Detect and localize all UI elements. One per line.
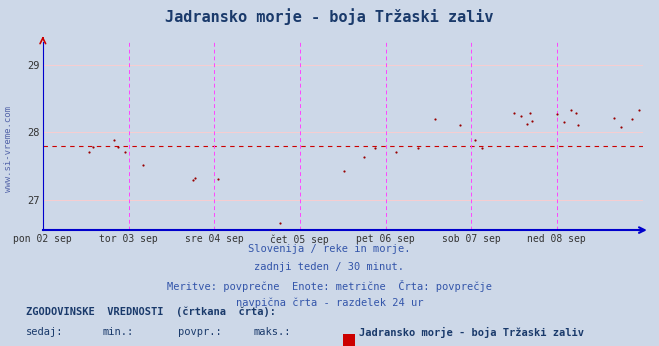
Text: sedaj:: sedaj:: [26, 327, 64, 337]
Text: min.:: min.:: [102, 327, 133, 337]
Point: [339, 169, 350, 174]
Text: Meritve: povprečne  Enote: metrične  Črta: povprečje: Meritve: povprečne Enote: metrične Črta:…: [167, 280, 492, 292]
Point: [84, 149, 94, 155]
Point: [264, 228, 275, 234]
Point: [566, 108, 577, 113]
Text: Jadransko morje - boja Tržaski zaliv: Jadransko morje - boja Tržaski zaliv: [165, 9, 494, 26]
Point: [571, 110, 582, 116]
Point: [521, 121, 532, 127]
Point: [516, 113, 527, 118]
Point: [469, 137, 480, 143]
Point: [430, 116, 441, 122]
Point: [188, 177, 198, 183]
Point: [476, 146, 487, 151]
Point: [525, 110, 535, 116]
Point: [527, 119, 537, 124]
Point: [616, 124, 627, 130]
Text: navpična črta - razdelek 24 ur: navpična črta - razdelek 24 ur: [236, 298, 423, 308]
Point: [113, 145, 123, 150]
Text: www.si-vreme.com: www.si-vreme.com: [4, 106, 13, 192]
Point: [275, 220, 285, 226]
Text: zadnji teden / 30 minut.: zadnji teden / 30 minut.: [254, 262, 405, 272]
Point: [189, 175, 200, 181]
Point: [559, 119, 569, 125]
Text: Jadransko morje - boja Tržaski zaliv: Jadransko morje - boja Tržaski zaliv: [359, 327, 584, 338]
Point: [359, 154, 370, 160]
Point: [627, 116, 637, 121]
Point: [391, 149, 401, 155]
Text: Slovenija / reke in morje.: Slovenija / reke in morje.: [248, 244, 411, 254]
Point: [573, 122, 584, 128]
Point: [634, 108, 645, 113]
Point: [609, 116, 619, 121]
Point: [552, 111, 562, 117]
Text: povpr.:: povpr.:: [178, 327, 221, 337]
Point: [88, 145, 98, 150]
Point: [138, 162, 148, 167]
Text: maks.:: maks.:: [254, 327, 291, 337]
Text: ZGODOVINSKE  VREDNOSTI  (črtkana  črta):: ZGODOVINSKE VREDNOSTI (črtkana črta):: [26, 306, 276, 317]
Point: [120, 149, 130, 155]
Point: [370, 145, 380, 151]
Point: [413, 145, 423, 150]
Point: [455, 122, 466, 127]
Point: [509, 110, 519, 116]
Point: [109, 137, 119, 143]
Point: [212, 176, 223, 182]
